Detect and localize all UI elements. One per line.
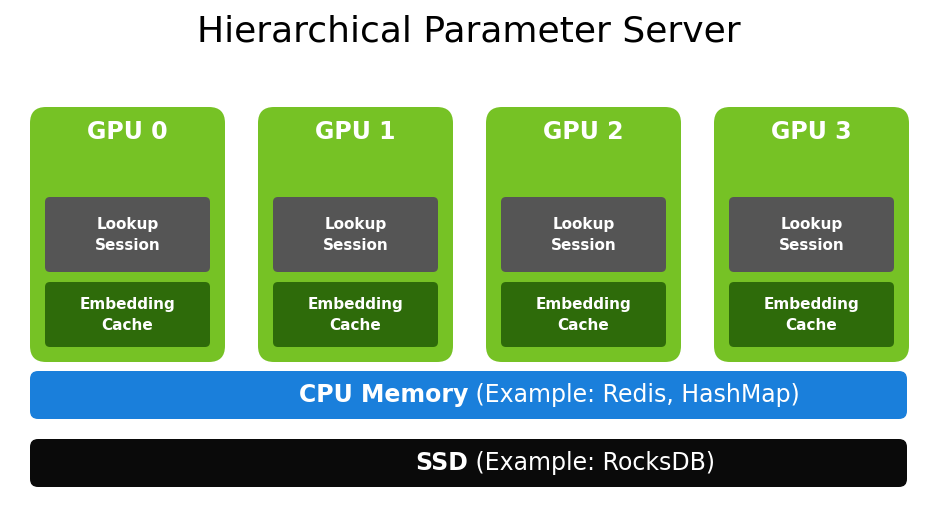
Text: Lookup
Session: Lookup Session	[95, 217, 160, 252]
FancyBboxPatch shape	[257, 107, 452, 362]
FancyBboxPatch shape	[45, 197, 210, 272]
FancyBboxPatch shape	[272, 197, 437, 272]
FancyBboxPatch shape	[486, 107, 680, 362]
Text: Embedding
Cache: Embedding Cache	[80, 297, 175, 333]
FancyBboxPatch shape	[45, 282, 210, 347]
FancyBboxPatch shape	[501, 282, 665, 347]
Text: GPU 1: GPU 1	[314, 120, 395, 144]
Text: GPU 2: GPU 2	[543, 120, 623, 144]
Text: Lookup
Session: Lookup Session	[778, 217, 843, 252]
Text: Embedding
Cache: Embedding Cache	[535, 297, 631, 333]
Text: GPU 3: GPU 3	[770, 120, 851, 144]
Text: Lookup
Session: Lookup Session	[550, 217, 616, 252]
FancyBboxPatch shape	[728, 282, 893, 347]
Text: Lookup
Session: Lookup Session	[322, 217, 388, 252]
Text: CPU Memory: CPU Memory	[299, 383, 468, 407]
FancyBboxPatch shape	[30, 371, 906, 419]
Text: (Example: Redis, HashMap): (Example: Redis, HashMap)	[468, 383, 799, 407]
FancyBboxPatch shape	[501, 197, 665, 272]
Text: Embedding
Cache: Embedding Cache	[307, 297, 402, 333]
Text: Embedding
Cache: Embedding Cache	[763, 297, 858, 333]
FancyBboxPatch shape	[713, 107, 908, 362]
Text: (Example: RocksDB): (Example: RocksDB)	[468, 451, 715, 475]
Text: SSD: SSD	[416, 451, 468, 475]
FancyBboxPatch shape	[272, 282, 437, 347]
Text: GPU 0: GPU 0	[87, 120, 168, 144]
FancyBboxPatch shape	[728, 197, 893, 272]
FancyBboxPatch shape	[30, 439, 906, 487]
FancyBboxPatch shape	[30, 107, 225, 362]
Text: Hierarchical Parameter Server: Hierarchical Parameter Server	[197, 15, 739, 49]
